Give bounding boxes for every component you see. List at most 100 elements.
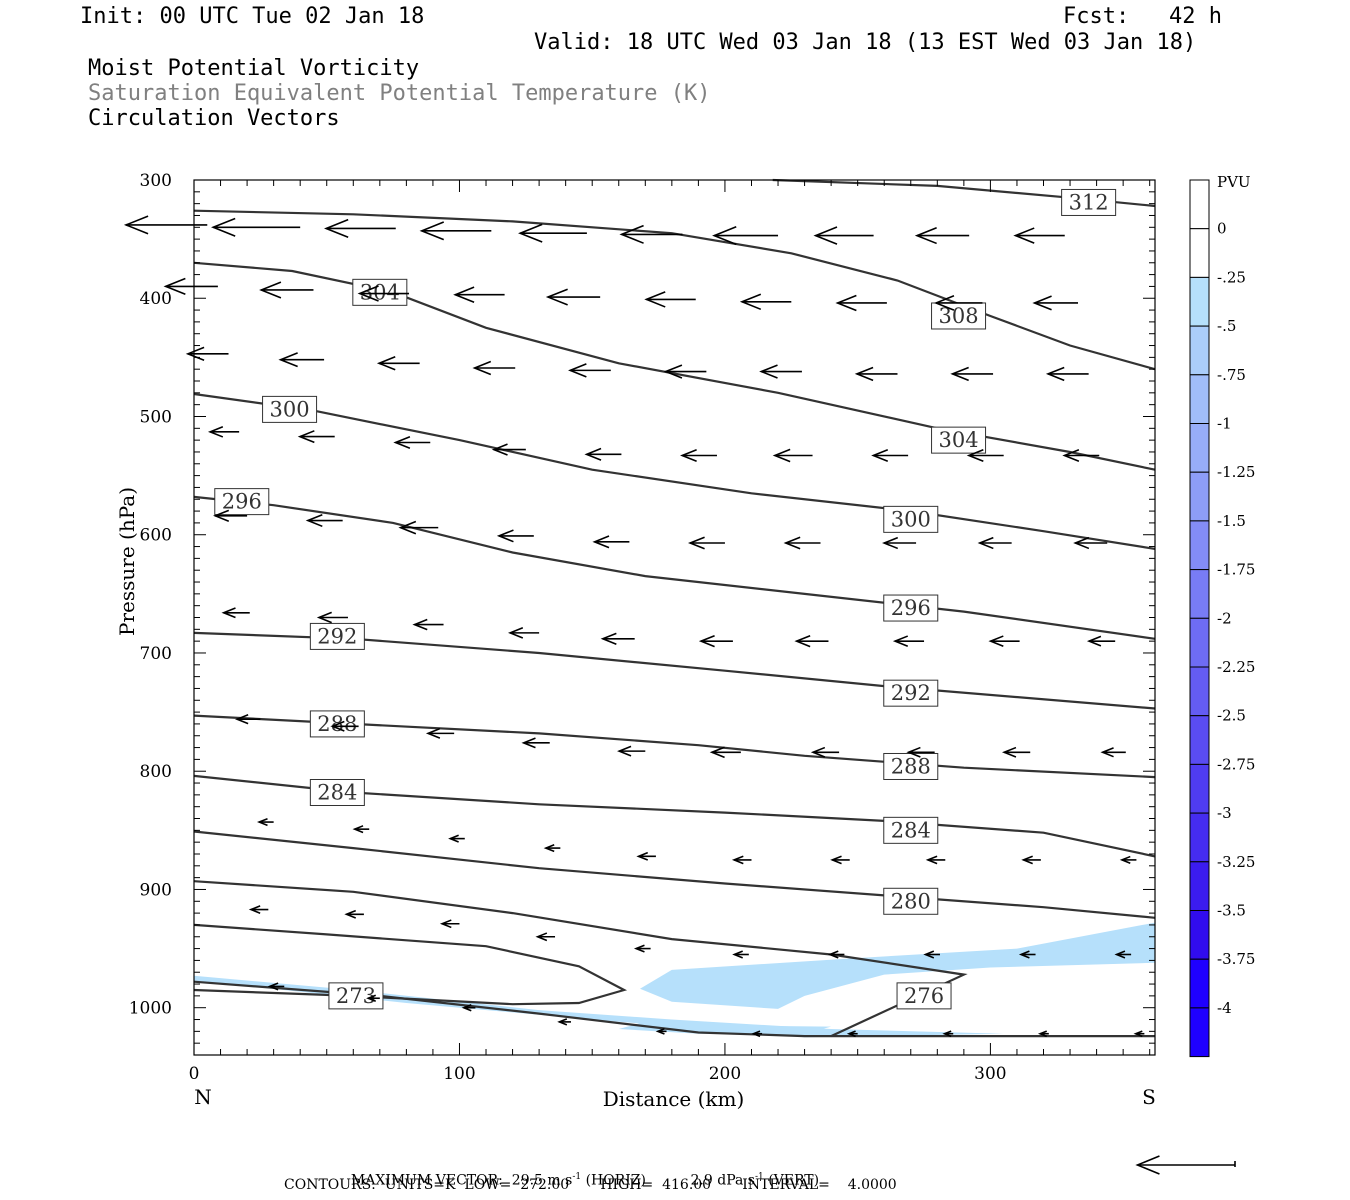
colorbar-box-16: [1189, 958, 1210, 1009]
vector-head: [472, 360, 492, 376]
pv-colorbar: PVU 0 -.25 -.5 -.75 -1 -1.25 -1.5 -1.75 -2 -2.25 -2…: [1189, 173, 1255, 1058]
contour-label-box: [931, 302, 987, 330]
contour-label-box: [883, 816, 939, 844]
x-tick-label-200: 200: [709, 1064, 741, 1084]
vector-head: [330, 720, 345, 732]
vector-77: [925, 855, 946, 865]
vector-head: [305, 514, 323, 528]
vector-91: [366, 994, 380, 1002]
colorbar-box-9: [1189, 617, 1210, 668]
contour-label-text: 280: [891, 889, 931, 913]
vector-head: [1086, 635, 1102, 647]
vector-head: [521, 737, 536, 749]
vector-20: [185, 346, 229, 362]
vector-44: [592, 535, 630, 549]
vector-76: [830, 855, 850, 865]
vector-head: [633, 944, 645, 953]
north-label: N: [194, 1085, 212, 1109]
vector-head: [344, 909, 357, 919]
vector-9: [1013, 227, 1065, 244]
vector-head: [1021, 855, 1033, 865]
contour-label-280-1: 280: [883, 887, 939, 915]
vector-17: [835, 294, 887, 312]
vector-25: [663, 364, 707, 379]
vector-18: [933, 295, 983, 311]
contour-label-273-1: 273: [328, 982, 384, 1010]
vector-head: [1032, 295, 1052, 311]
vector-head: [1018, 950, 1030, 959]
contour-label-284-2: 284: [883, 816, 939, 844]
contour-label-284-1: 284: [309, 779, 365, 806]
vector-head: [619, 224, 644, 244]
contour-label-box: [883, 679, 939, 707]
vector-head: [1062, 448, 1080, 463]
vector-head: [1073, 536, 1090, 550]
vector-head: [235, 714, 249, 725]
colorbar-box-3: [1189, 325, 1210, 376]
pv-region-2: [618, 1021, 832, 1034]
vector-4: [518, 223, 587, 243]
vector-head: [810, 746, 826, 758]
colorbar-label-11: -2.75: [1217, 755, 1255, 773]
contour-300: [193, 392, 1156, 550]
max-horiz-value: 29.5 m s: [511, 1172, 573, 1189]
contour-label-box: [931, 426, 987, 454]
vector-head: [352, 825, 364, 834]
vector-32: [393, 435, 431, 450]
vector-75: [731, 855, 752, 865]
vector-42: [398, 520, 439, 535]
vector-3: [419, 221, 492, 241]
contour-labels: 3123083043043003002962962922922882882842…: [214, 188, 1117, 1010]
y-tick-label-900: 900: [140, 880, 172, 900]
vector-head: [663, 364, 683, 379]
vector-head: [687, 536, 705, 550]
vector-head: [1013, 227, 1035, 244]
contour-label-text: 276: [904, 984, 944, 1008]
vector-10: [163, 277, 218, 296]
vector-14: [545, 288, 601, 306]
contour-label-288-2: 288: [883, 752, 939, 780]
vector-1: [211, 217, 301, 237]
vector-head: [1100, 747, 1114, 758]
vector-head: [518, 223, 543, 243]
colorbar-label-7: -1.75: [1217, 561, 1255, 579]
vector-78: [1021, 855, 1041, 865]
vector-30: [207, 426, 240, 438]
vector-29: [1045, 366, 1089, 382]
vector-7: [813, 226, 874, 245]
vector-head: [827, 950, 839, 959]
colorbar-box-7: [1189, 520, 1210, 571]
colorbar-label-14: -3.5: [1217, 902, 1246, 920]
y-tick-label-300: 300: [140, 171, 172, 191]
x-tick-label-300: 300: [974, 1064, 1006, 1084]
colorbar-box-5: [1189, 423, 1210, 473]
vector-head: [988, 635, 1004, 647]
vector-19: [1032, 295, 1079, 311]
vector-head: [751, 1030, 761, 1038]
vector-96: [846, 1030, 858, 1038]
field-title-vectors: Circulation Vectors: [88, 106, 340, 131]
vector-head: [211, 217, 236, 237]
vector-head: [830, 855, 842, 865]
vector-head: [933, 295, 955, 311]
colorbar-label-15: -3.75: [1217, 950, 1255, 968]
colorbar-label-6: -1.5: [1217, 512, 1246, 530]
vector-head: [163, 277, 186, 296]
contour-label-text: 284: [317, 781, 357, 805]
contour-label-304-2: 304: [931, 426, 987, 454]
contour-label-text: 296: [891, 596, 931, 620]
vector-head: [412, 618, 428, 631]
contour-280: [193, 830, 1156, 919]
contour-label-text: 292: [891, 681, 931, 705]
vector-head: [731, 855, 744, 865]
contour-label-text: 308: [939, 304, 979, 328]
vector-head: [398, 520, 417, 535]
vector-head: [636, 851, 649, 861]
vector-21: [278, 352, 325, 368]
vector-50: [221, 607, 250, 619]
contour-label-box: [214, 488, 270, 516]
vector-head: [871, 448, 889, 463]
vector-head: [950, 366, 969, 382]
vector-90: [267, 982, 285, 991]
vector-86: [827, 950, 845, 959]
